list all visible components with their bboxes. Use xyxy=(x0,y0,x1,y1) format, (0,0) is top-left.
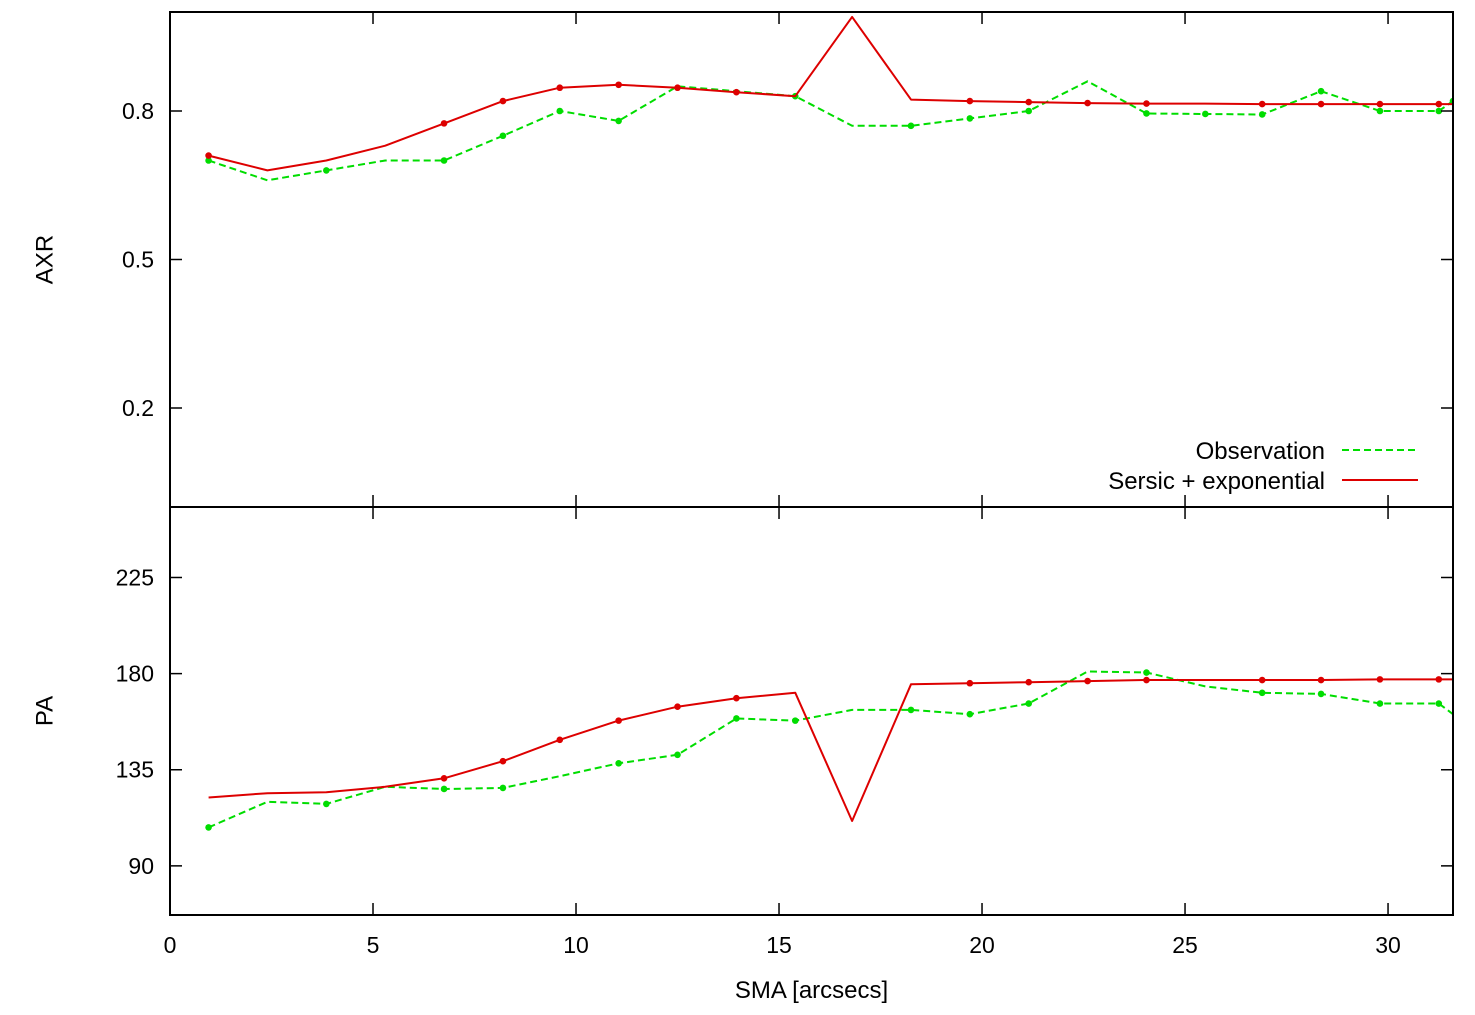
data-point-observation xyxy=(323,167,330,174)
data-point-sersic-exponential xyxy=(674,84,681,92)
data-point-observation xyxy=(0,0,3,3)
legend-label-observation: Observation xyxy=(1196,438,1325,465)
series-line-sersic-exponential xyxy=(208,15,1453,172)
data-point-observation xyxy=(791,717,799,724)
data-point-observation xyxy=(0,0,3,3)
axr-plot-frame xyxy=(169,11,1454,508)
x-tick-label: 15 xyxy=(766,932,792,958)
data-point-observation xyxy=(1258,111,1266,118)
x-tick-label: 30 xyxy=(1375,932,1401,958)
data-point-observation xyxy=(1317,690,1325,698)
pa-axis-label: PA xyxy=(31,696,58,726)
data-point-observation xyxy=(499,132,507,140)
data-point-observation xyxy=(1317,87,1325,95)
axr-plot-lines xyxy=(0,0,1453,182)
data-point-observation xyxy=(556,107,564,115)
y-tick-label: 0.2 xyxy=(122,395,154,421)
data-point-sersic-exponential xyxy=(556,736,564,744)
axr-panel: 0.2 0.5 0.8 AXR Observation Sersic + expon… xyxy=(0,0,1454,508)
y-tick-label: 0.8 xyxy=(122,98,154,124)
series-line-observation xyxy=(208,670,1453,829)
x-tick-label: 25 xyxy=(1172,932,1198,958)
data-point-sersic-exponential xyxy=(1143,100,1150,107)
data-point-sersic-exponential xyxy=(674,703,681,711)
data-point-observation xyxy=(1025,700,1033,707)
data-point-sersic-exponential xyxy=(499,757,507,765)
y-tick-label: 135 xyxy=(116,757,154,783)
data-point-observation xyxy=(1143,669,1150,676)
axr-axis-ticks: 0.2 0.5 0.8 xyxy=(122,12,1453,507)
data-point-sersic-exponential xyxy=(966,679,974,687)
data-point-sersic-exponential xyxy=(966,97,974,105)
data-point-observation xyxy=(1435,700,1443,707)
data-point-sersic-exponential xyxy=(1258,100,1266,108)
data-point-sersic-exponential xyxy=(1317,100,1325,108)
data-point-sersic-exponential xyxy=(1084,677,1091,685)
data-point-sersic-exponential xyxy=(1435,100,1443,108)
data-point-sersic-exponential xyxy=(1258,676,1266,684)
data-point-observation xyxy=(205,157,212,164)
pa-axis-ticks: 0 5 10 15 20 25 30 90 135 180 225 xyxy=(116,507,1453,958)
data-point-observation xyxy=(615,117,622,125)
y-tick-label: 225 xyxy=(116,564,154,590)
data-point-observation xyxy=(1025,107,1033,115)
data-point-sersic-exponential xyxy=(1025,678,1033,686)
data-point-sersic-exponential xyxy=(1376,676,1384,683)
data-point-sersic-exponential xyxy=(556,84,564,92)
data-point-observation xyxy=(1435,107,1443,115)
data-point-sersic-exponential xyxy=(440,774,448,782)
data-point-observation xyxy=(1202,110,1209,118)
x-tick-label: 20 xyxy=(969,932,995,958)
data-point-observation xyxy=(1376,107,1384,115)
series-line-observation xyxy=(208,80,1453,182)
data-point-observation xyxy=(499,784,507,792)
x-tick-label: 10 xyxy=(563,932,589,958)
data-point-sersic-exponential xyxy=(1084,99,1091,107)
data-point-sersic-exponential xyxy=(1435,676,1443,683)
data-point-sersic-exponential xyxy=(440,120,448,127)
data-point-observation xyxy=(1258,689,1266,697)
data-point-sersic-exponential xyxy=(615,81,622,89)
data-point-sersic-exponential xyxy=(205,152,212,159)
sma-axis-label: SMA [arcsecs] xyxy=(735,977,888,1004)
data-point-sersic-exponential xyxy=(615,717,622,724)
y-tick-label: 90 xyxy=(128,853,154,879)
pa-panel: 0 5 10 15 20 25 30 90 135 180 225 PA SMA [arcsecs] xyxy=(31,506,1454,1004)
data-point-observation xyxy=(1376,700,1384,707)
x-tick-label: 5 xyxy=(367,932,380,958)
series-line-sersic-exponential xyxy=(208,678,1453,822)
data-point-observation xyxy=(966,710,974,718)
data-point-observation xyxy=(440,157,448,164)
data-point-observation xyxy=(907,122,915,130)
legend: Observation Sersic + exponential xyxy=(1108,438,1418,495)
legend-label-sersic-exponential: Sersic + exponential xyxy=(1108,468,1325,495)
data-point-observation xyxy=(323,800,330,808)
y-tick-label: 0.5 xyxy=(122,247,154,273)
data-point-observation xyxy=(440,785,448,793)
data-point-observation xyxy=(615,760,622,767)
data-point-sersic-exponential xyxy=(733,88,740,96)
x-tick-label: 0 xyxy=(164,932,177,958)
axr-axis-label: AXR xyxy=(31,235,58,284)
data-point-sersic-exponential xyxy=(1376,100,1384,108)
data-point-sersic-exponential xyxy=(1317,676,1325,684)
data-point-observation xyxy=(674,751,681,759)
data-point-sersic-exponential xyxy=(499,97,507,105)
data-point-sersic-exponential xyxy=(1143,676,1150,684)
data-point-observation xyxy=(907,706,915,714)
data-point-sersic-exponential xyxy=(1025,98,1033,106)
data-point-observation xyxy=(966,115,974,122)
data-point-observation xyxy=(205,824,212,831)
y-tick-label: 180 xyxy=(116,661,154,687)
data-point-observation xyxy=(733,715,740,722)
data-point-sersic-exponential xyxy=(733,694,740,702)
pa-plot-frame xyxy=(169,506,1454,916)
pa-plot-lines xyxy=(205,669,1453,831)
data-point-observation xyxy=(1143,110,1150,117)
